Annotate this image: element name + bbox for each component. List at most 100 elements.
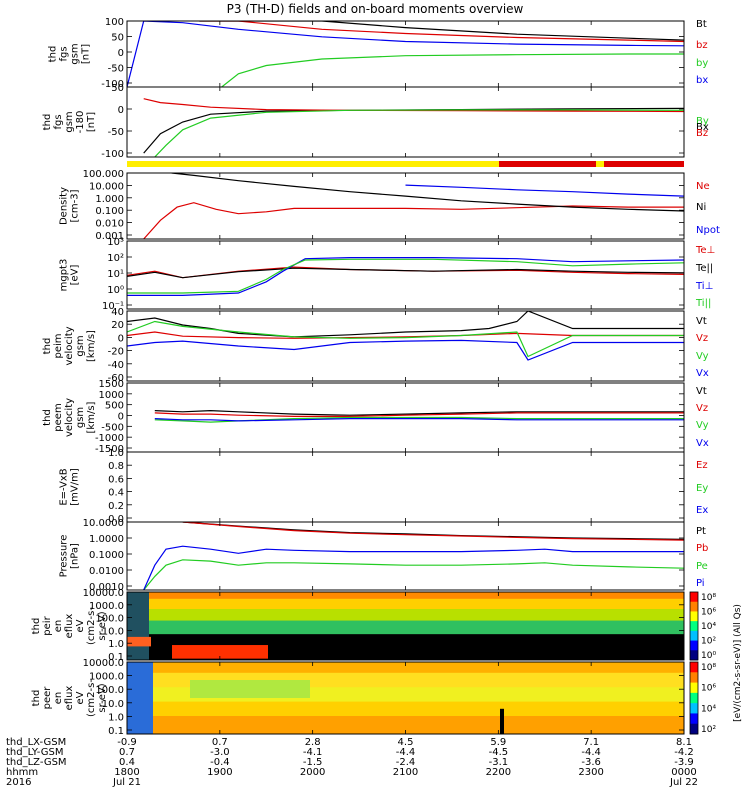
x-axis-tick-value: -4.2	[674, 747, 694, 758]
y-tick-label: -100	[101, 79, 124, 90]
y-tick-label: -40	[108, 360, 124, 371]
colorbar-segment	[690, 611, 698, 622]
legend-entry-Ey: Ey	[696, 483, 708, 494]
y-tick-label: 10000.0	[83, 588, 124, 599]
colorbar-segment	[690, 640, 698, 651]
y-tick-label: 0.0100	[89, 566, 124, 577]
x-axis-tick-value: 1800	[114, 767, 139, 778]
x-axis-tick-value: -4.4	[581, 747, 601, 758]
x-axis-tick-value: -3.9	[674, 757, 694, 768]
y-tick-label: -500	[101, 422, 124, 433]
y-tick-label: 1.0	[108, 639, 124, 650]
y-tick-label: 0	[118, 48, 124, 59]
series-line-Vz	[154, 412, 684, 417]
colorbar-segment	[690, 592, 698, 603]
colorbar-tick-label: 10²	[701, 637, 716, 647]
y-tick-label: 500	[105, 401, 124, 412]
colorbar-segment	[690, 692, 698, 704]
series-line-Ti||	[127, 258, 684, 294]
x-axis-tick-value: Jul 21	[112, 777, 141, 788]
legend-entry-Vy: Vy	[696, 351, 709, 362]
y-tick-label: 1.0	[108, 448, 124, 459]
colorbar-tick-label: 10⁶	[701, 608, 716, 618]
y-tick-label: 0	[118, 333, 124, 344]
y-tick-label: 100.0	[95, 685, 124, 696]
x-axis-tick-value: -3.1	[489, 757, 509, 768]
y-tick-label: 0.1	[108, 726, 124, 737]
y-tick-label: 50	[111, 33, 124, 44]
y-tick-label: 10³	[107, 237, 124, 248]
y-tick-label: 0.6	[108, 474, 124, 485]
quality-flag-strip-flag	[499, 161, 684, 167]
y-tick-label: -60	[108, 373, 124, 384]
y-tick-label: -100	[101, 149, 124, 160]
x-axis-tick-value: Jul 22	[669, 777, 698, 788]
y-tick-label: 1.000	[95, 194, 124, 205]
colorbar-segment	[690, 682, 698, 694]
legend-entry-Npot: Npot	[696, 225, 720, 236]
legend-entry-Vz: Vz	[696, 403, 708, 414]
legend-entry-bx: bx	[696, 75, 708, 86]
y-axis-label: thdpeemvelocitygsm[km/s]	[42, 398, 97, 437]
legend-entry-Pe: Pe	[696, 561, 708, 572]
series-line-Vt	[127, 311, 684, 338]
series-line-Vx	[127, 339, 684, 361]
spectrogram-hot-patch	[172, 645, 268, 659]
x-axis-row-label: 2016	[6, 777, 31, 788]
y-tick-label: -1000	[95, 433, 124, 444]
panel-frame	[126, 521, 685, 591]
spectrogram-band	[127, 609, 684, 622]
y-tick-label: 0.010	[95, 219, 124, 230]
y-axis-label: thdpeerenefluxeV(cm2-s-sr-eV)	[31, 679, 108, 717]
x-axis-tick-value: -3.0	[210, 747, 230, 758]
y-tick-label: 0.1000	[89, 550, 124, 561]
colorbar-tick-label: 10⁰	[701, 651, 716, 661]
legend-entry-Ex: Ex	[696, 505, 708, 516]
x-axis-tick-value: 2100	[393, 767, 418, 778]
colorbar-segment	[690, 703, 698, 714]
quality-flag-strip-good	[127, 161, 499, 167]
y-tick-label: 100.0	[95, 614, 124, 625]
spectrogram-cool-patch	[190, 680, 310, 698]
legend-entry-Vx: Vx	[696, 368, 709, 379]
y-tick-label: 0	[118, 412, 124, 423]
x-axis-tick-value: -0.9	[117, 737, 137, 748]
series-line-Pi	[143, 545, 684, 590]
colorbar-title: [eV/(cm2-s-sr-eV)] (All Qs)	[733, 604, 743, 722]
y-tick-label: 10000.0	[83, 658, 124, 669]
y-tick-label: 40	[111, 307, 124, 318]
y-tick-label: 0.0010	[89, 582, 124, 593]
y-tick-label: -50	[108, 64, 124, 75]
series-line-Te||	[127, 267, 684, 279]
series-line-Bt	[199, 21, 684, 41]
colorbar-frame	[689, 591, 699, 661]
legend-entry-Ne: Ne	[696, 181, 710, 192]
legend-entry-Te||: Te||	[695, 263, 713, 274]
x-axis-tick-value: 2300	[578, 767, 603, 778]
x-axis-tick-value: -4.5	[489, 747, 509, 758]
series-line-Bx	[143, 107, 684, 154]
legend-entry-Bx: Bx	[696, 122, 709, 133]
legend-entry-By: By	[696, 116, 709, 127]
x-axis-row-label: hhmm	[6, 767, 38, 778]
colorbar-tick-label: 10²	[701, 725, 716, 735]
y-tick-label: 10²	[107, 253, 124, 264]
colorbar-segment	[690, 650, 698, 661]
chart-title: P3 (TH-D) fields and on-board moments ov…	[227, 2, 524, 16]
y-tick-label: 0.2	[108, 501, 124, 512]
series-line-Pe	[143, 559, 684, 590]
y-tick-label: 1.0	[108, 712, 124, 723]
y-tick-label: 1500	[99, 379, 124, 390]
panel-frame	[126, 86, 685, 158]
colorbar-segment	[690, 723, 698, 735]
legend-entry-Ti⊥: Ti⊥	[695, 281, 713, 292]
y-tick-label: 1000.0	[89, 601, 124, 612]
x-axis-tick-value: 2000	[300, 767, 325, 778]
legend-entry-Ez: Ez	[696, 460, 708, 471]
series-line-Te⊥	[127, 266, 684, 279]
series-line-Vy	[154, 416, 684, 423]
x-axis-tick-value: -2.4	[396, 757, 416, 768]
x-axis-row-label: thd_LZ-GSM	[6, 757, 67, 768]
x-axis-tick-value: 0.4	[119, 757, 135, 768]
y-axis-label: thdfgsgsm-180[nT]	[42, 111, 97, 134]
